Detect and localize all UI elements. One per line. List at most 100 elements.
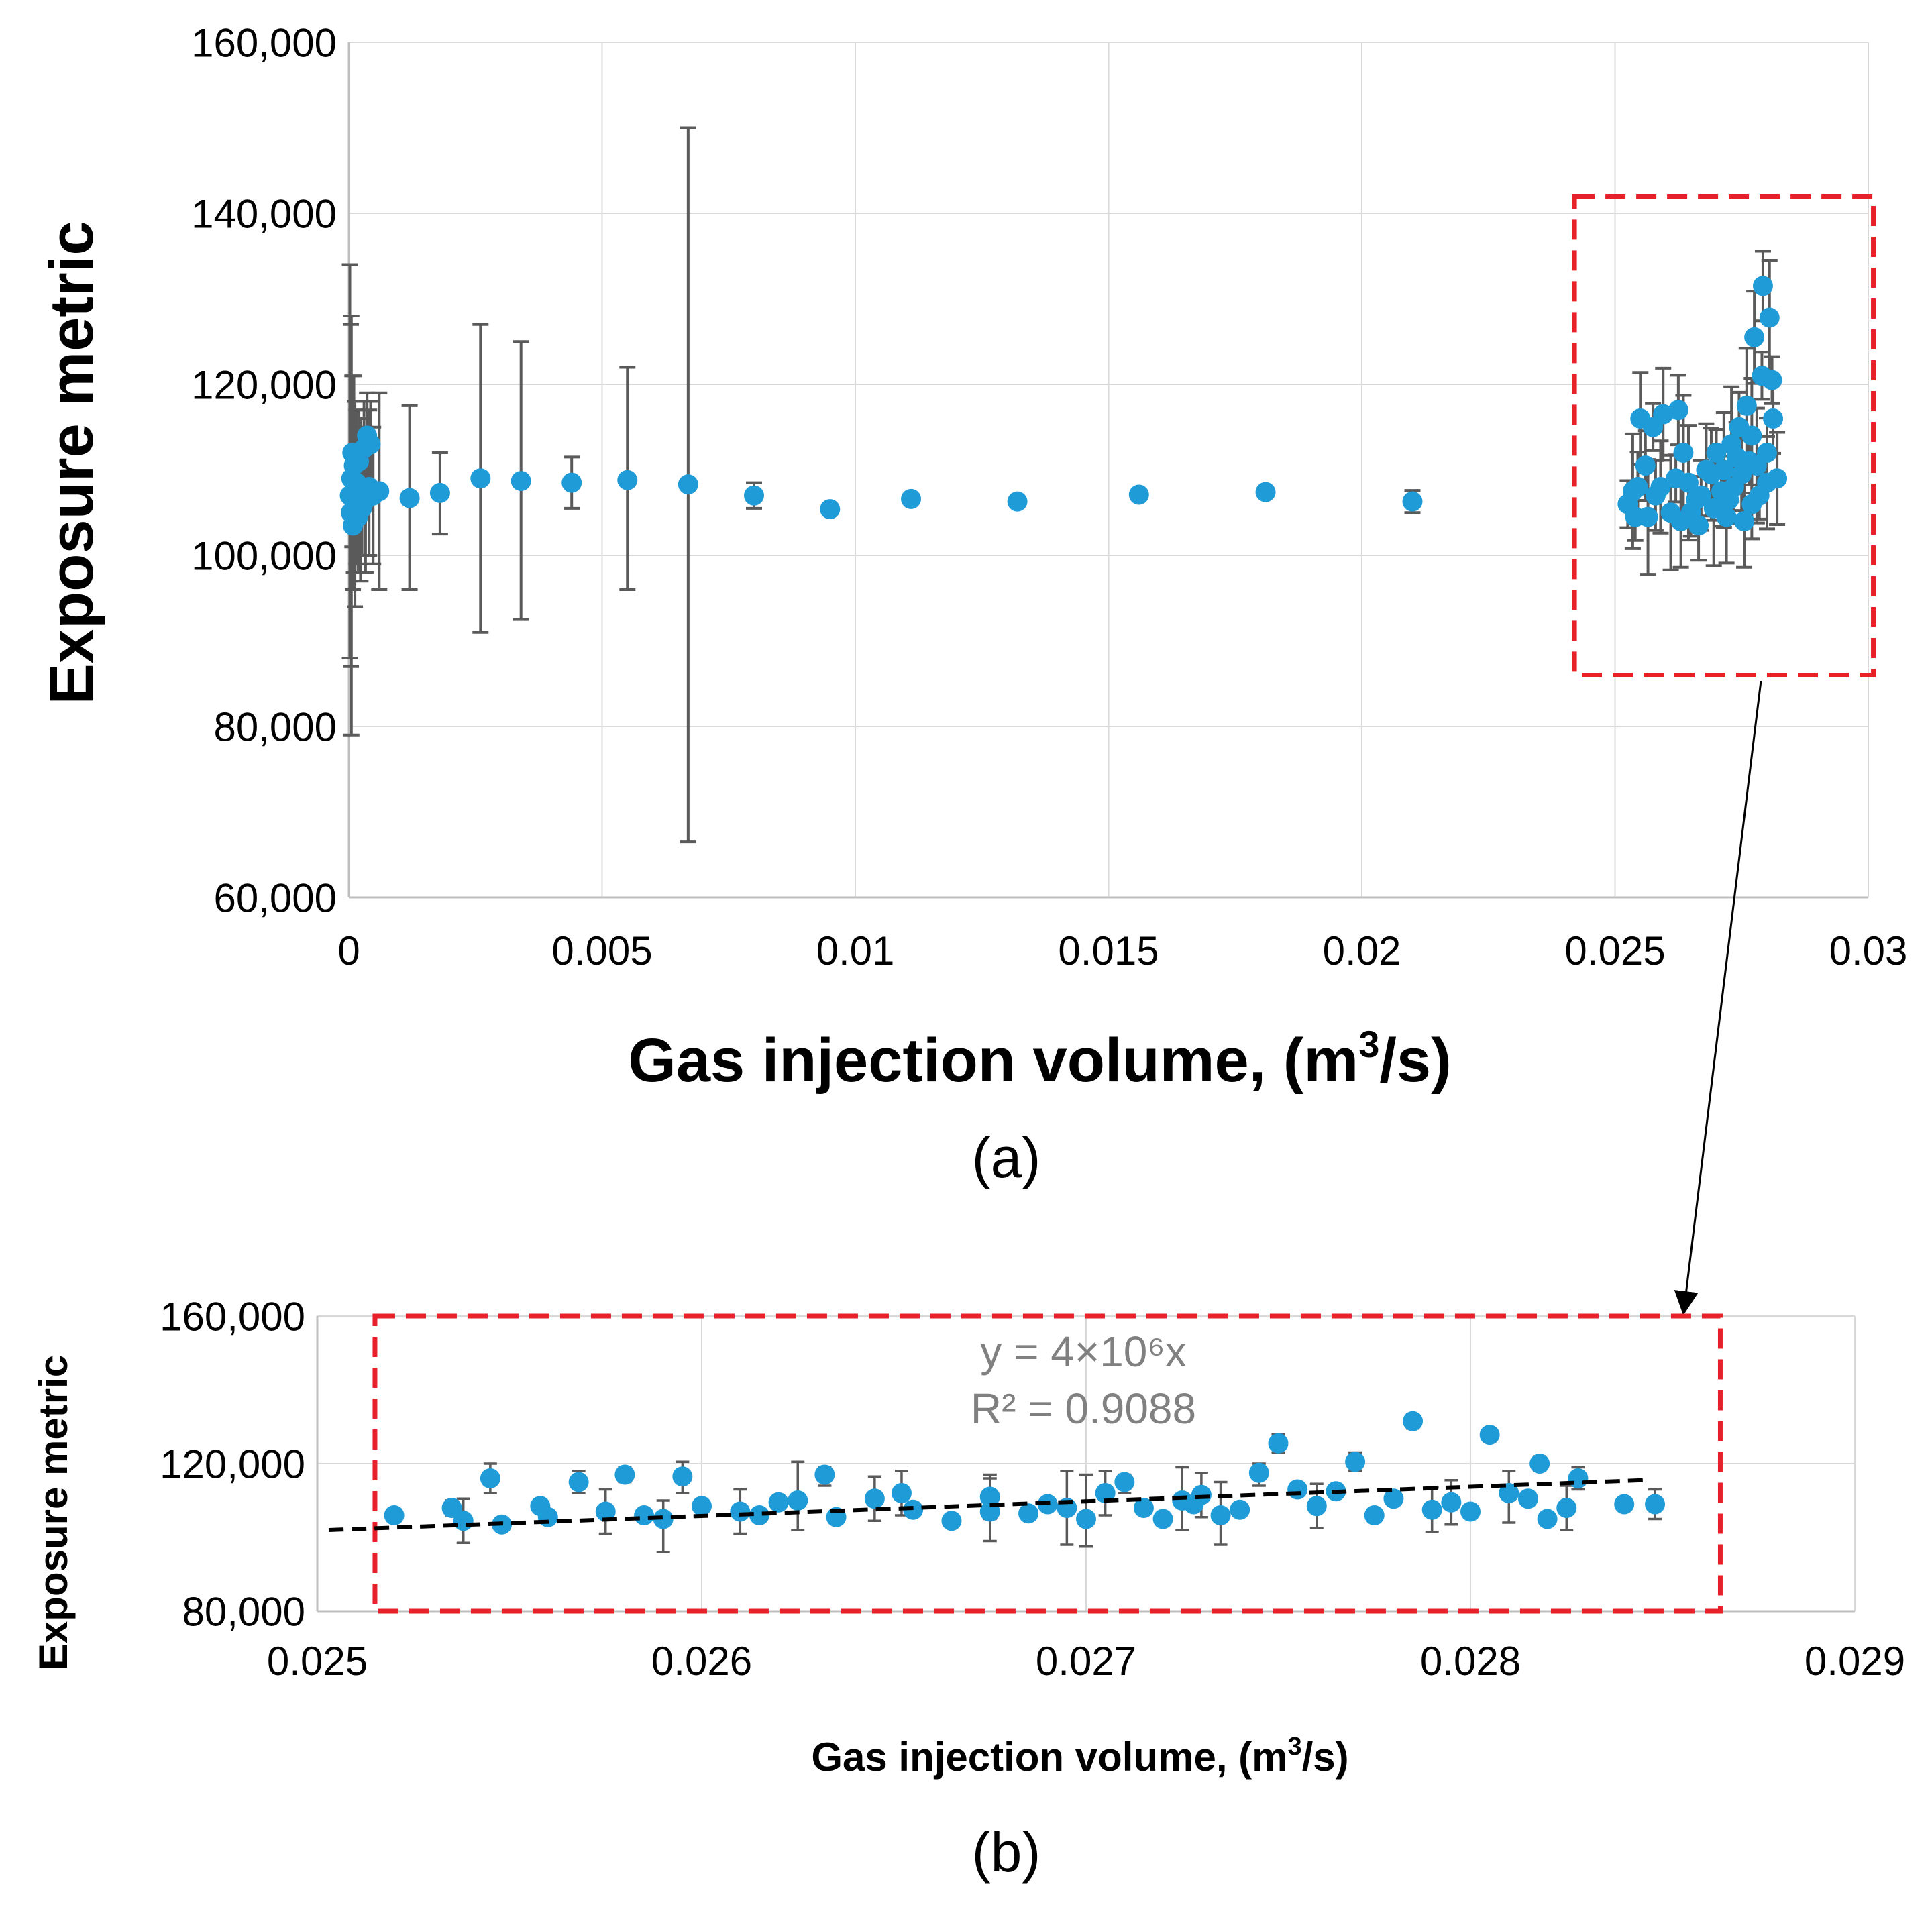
data-point bbox=[1403, 1411, 1423, 1431]
x-tick-label: 0.029 bbox=[1805, 1639, 1905, 1684]
panel-a-x-axis-label: Gas injection volume, (m3/s) bbox=[628, 1023, 1451, 1095]
data-point bbox=[1717, 507, 1737, 527]
data-point bbox=[744, 486, 764, 506]
data-point bbox=[360, 434, 380, 454]
data-point bbox=[1623, 481, 1643, 501]
panel-a-y-tick-labels: 60,000 80,000 100,000 120,000 140,000 160,000 bbox=[191, 21, 337, 921]
zoom-arrow bbox=[1684, 681, 1761, 1311]
data-point bbox=[1230, 1500, 1250, 1520]
panel-a-x-tick-labels: 0 0.005 0.01 0.015 0.02 0.025 0.03 bbox=[337, 928, 1907, 973]
data-point bbox=[530, 1496, 550, 1516]
data-point bbox=[1673, 443, 1693, 463]
data-point bbox=[1076, 1509, 1096, 1529]
data-point bbox=[400, 488, 420, 508]
data-point bbox=[1008, 492, 1028, 512]
data-point bbox=[1668, 400, 1688, 420]
x-tick-label: 0.02 bbox=[1323, 928, 1401, 973]
data-point bbox=[730, 1502, 750, 1522]
data-point bbox=[569, 1472, 589, 1492]
data-point bbox=[1645, 1494, 1665, 1515]
y-tick-label: 120,000 bbox=[191, 363, 337, 408]
data-point bbox=[865, 1488, 885, 1509]
data-point bbox=[678, 474, 698, 494]
data-point bbox=[1307, 1496, 1327, 1516]
data-point bbox=[1269, 1433, 1289, 1454]
panel-a-y-axis-label: Exposure metric bbox=[38, 221, 106, 705]
data-point bbox=[1734, 511, 1754, 531]
x-tick-label: 0.027 bbox=[1036, 1639, 1136, 1684]
panel-a-data-points bbox=[340, 276, 1788, 535]
data-point bbox=[1719, 490, 1739, 510]
data-point bbox=[1018, 1503, 1038, 1523]
data-point bbox=[788, 1490, 808, 1511]
data-point bbox=[430, 483, 450, 503]
data-point bbox=[1153, 1509, 1173, 1529]
x-tick-label: 0.026 bbox=[651, 1639, 752, 1684]
data-point bbox=[1568, 1468, 1588, 1488]
y-tick-label: 160,000 bbox=[191, 21, 337, 66]
data-point bbox=[1763, 408, 1783, 429]
data-point bbox=[1750, 486, 1770, 506]
panel-b-label: (b) bbox=[972, 1820, 1041, 1884]
data-point bbox=[369, 481, 389, 501]
data-point bbox=[1538, 1509, 1558, 1529]
data-point bbox=[1753, 276, 1773, 296]
data-point bbox=[1767, 468, 1787, 488]
data-point bbox=[1741, 426, 1762, 446]
panel-a-label: (a) bbox=[972, 1126, 1041, 1189]
panel-b-y-axis-label: Exposure metric bbox=[31, 1355, 76, 1670]
data-point bbox=[769, 1492, 789, 1513]
y-tick-label: 140,000 bbox=[191, 192, 337, 237]
data-point bbox=[1529, 1454, 1550, 1474]
data-point bbox=[1727, 447, 1747, 467]
x-tick-label: 0.015 bbox=[1058, 928, 1159, 973]
data-point bbox=[1556, 1498, 1576, 1518]
panel-b-x-tick-labels: 0.025 0.026 0.027 0.028 0.029 bbox=[267, 1639, 1905, 1684]
data-point bbox=[1249, 1463, 1269, 1483]
data-point bbox=[1737, 396, 1757, 416]
data-point bbox=[1256, 482, 1276, 502]
data-point bbox=[814, 1465, 835, 1485]
x-tick-label: 0.025 bbox=[267, 1639, 368, 1684]
data-point bbox=[672, 1466, 692, 1486]
data-point bbox=[480, 1468, 500, 1488]
x-tick-label: 0.028 bbox=[1420, 1639, 1521, 1684]
data-point bbox=[1441, 1492, 1461, 1513]
data-point bbox=[1129, 484, 1149, 504]
data-point bbox=[634, 1505, 654, 1525]
data-point bbox=[1762, 370, 1782, 390]
data-point bbox=[614, 1465, 635, 1485]
y-tick-label: 160,000 bbox=[160, 1295, 305, 1340]
data-point bbox=[820, 499, 840, 519]
panel-b-equation: y = 4×10⁶x bbox=[980, 1327, 1186, 1376]
y-tick-label: 120,000 bbox=[160, 1442, 305, 1487]
data-point bbox=[1625, 507, 1646, 527]
x-tick-label: 0.01 bbox=[816, 928, 895, 973]
data-point bbox=[1744, 327, 1764, 347]
y-tick-label: 80,000 bbox=[182, 1590, 305, 1635]
data-point bbox=[1364, 1505, 1385, 1525]
data-point bbox=[617, 470, 637, 490]
data-point bbox=[692, 1496, 712, 1516]
data-point bbox=[1422, 1500, 1442, 1520]
data-point bbox=[1460, 1502, 1481, 1522]
data-point bbox=[1757, 443, 1777, 463]
x-tick-label: 0.03 bbox=[1829, 928, 1908, 973]
panel-b-y-tick-labels: 80,000 120,000 160,000 bbox=[160, 1295, 305, 1635]
data-point bbox=[941, 1511, 961, 1531]
data-point bbox=[453, 1511, 474, 1531]
y-tick-label: 60,000 bbox=[213, 876, 337, 921]
data-point bbox=[1114, 1472, 1134, 1492]
data-point bbox=[1403, 492, 1423, 512]
figure: 60,000 80,000 100,000 120,000 140,000 160,000… bbox=[0, 0, 1932, 1909]
data-point bbox=[470, 468, 490, 488]
data-point bbox=[1635, 455, 1656, 476]
data-point bbox=[1650, 477, 1670, 497]
panel-b-x-axis-label: Gas injection volume, (m3/s) bbox=[811, 1733, 1348, 1780]
data-point bbox=[1518, 1488, 1538, 1509]
arrow-line bbox=[1684, 681, 1761, 1311]
data-point bbox=[1345, 1452, 1365, 1472]
y-tick-label: 100,000 bbox=[191, 534, 337, 579]
panel-a-chart: 60,00080,000100,000120,000140,000160,000… bbox=[38, 21, 1907, 1189]
data-point bbox=[1691, 486, 1711, 506]
